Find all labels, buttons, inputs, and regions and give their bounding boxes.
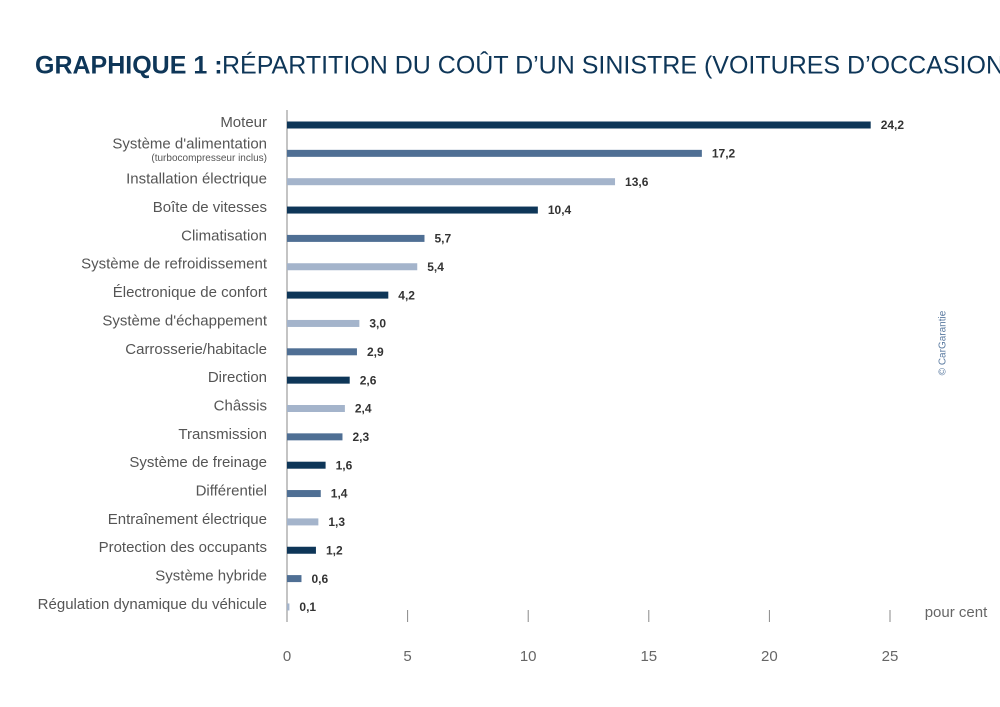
y-tick-label: Protection des occupants <box>99 539 267 556</box>
bar <box>287 319 360 327</box>
bar <box>287 490 321 498</box>
bar <box>287 291 389 299</box>
y-tick-label: Électronique de confort <box>113 284 268 301</box>
chart-subtitle: RÉPARTITION DU COÛT D’UN SINISTRE (VOITU… <box>222 51 1000 80</box>
value-label: 1,6 <box>336 458 353 472</box>
y-tick-label: Régulation dynamique du véhicule <box>38 596 267 613</box>
value-label: 1,2 <box>326 543 343 557</box>
y-tick-label: Système hybride <box>155 568 267 585</box>
bar <box>287 433 343 441</box>
bar <box>287 206 538 214</box>
bar <box>287 405 345 412</box>
y-tick-label: Moteur <box>220 114 267 131</box>
bar <box>287 234 425 242</box>
value-label: 1,4 <box>331 487 348 501</box>
x-tick-label: 25 <box>882 648 899 665</box>
x-tick-label: 5 <box>403 648 411 665</box>
value-label: 24,2 <box>881 118 905 132</box>
y-tick-label: Différentiel <box>196 483 267 500</box>
y-tick-label: Direction <box>208 369 267 386</box>
value-label: 0,1 <box>299 600 316 614</box>
bar <box>287 121 871 129</box>
credit: © CarGarantie <box>938 310 949 375</box>
value-label: 10,4 <box>548 203 572 217</box>
value-label: 5,7 <box>434 232 451 246</box>
y-tick-label: Boîte de vitesses <box>153 199 267 216</box>
bar <box>287 575 302 583</box>
y-tick-label: Entraînement électrique <box>108 511 267 528</box>
x-tick-label: 20 <box>761 648 778 665</box>
value-label: 13,6 <box>625 175 649 189</box>
value-label: 17,2 <box>712 147 736 161</box>
bar <box>287 263 418 271</box>
bar <box>287 461 326 469</box>
x-tick-label: 10 <box>520 648 537 665</box>
y-tick-label: Système de refroidissement <box>81 256 268 273</box>
y-tick-label: Climatisation <box>181 227 267 244</box>
value-label: 2,4 <box>355 402 372 416</box>
y-tick-label: Système d'alimentation <box>112 135 267 152</box>
x-tick-label: 15 <box>640 648 657 665</box>
value-label: 2,9 <box>367 345 384 359</box>
bar <box>287 149 702 157</box>
y-tick-label: Transmission <box>178 426 267 443</box>
x-tick-label: 0 <box>283 648 291 665</box>
value-label: 0,6 <box>311 572 328 586</box>
value-label: 2,6 <box>360 373 377 387</box>
value-label: 3,0 <box>369 317 386 331</box>
value-label: 4,2 <box>398 288 415 302</box>
y-tick-label: Système de freinage <box>129 454 267 471</box>
y-tick-label: Installation électrique <box>126 171 267 188</box>
y-tick-label: Système d'échappement <box>102 312 267 329</box>
y-tick-sublabel: (turbocompresseur inclus) <box>151 153 267 164</box>
y-tick-label: Carrosserie/habitacle <box>125 341 267 358</box>
value-label: 1,3 <box>328 515 345 529</box>
bar <box>287 348 357 356</box>
x-axis-label: pour cent <box>925 604 988 621</box>
bar <box>287 518 319 526</box>
value-label: 5,4 <box>427 260 444 274</box>
bar <box>287 178 616 186</box>
bar <box>287 376 350 384</box>
value-label: 2,3 <box>352 430 369 444</box>
chart-title: GRAPHIQUE 1 : <box>35 52 223 80</box>
bar <box>287 546 316 554</box>
bar <box>287 603 290 611</box>
y-tick-label: Châssis <box>214 397 267 414</box>
